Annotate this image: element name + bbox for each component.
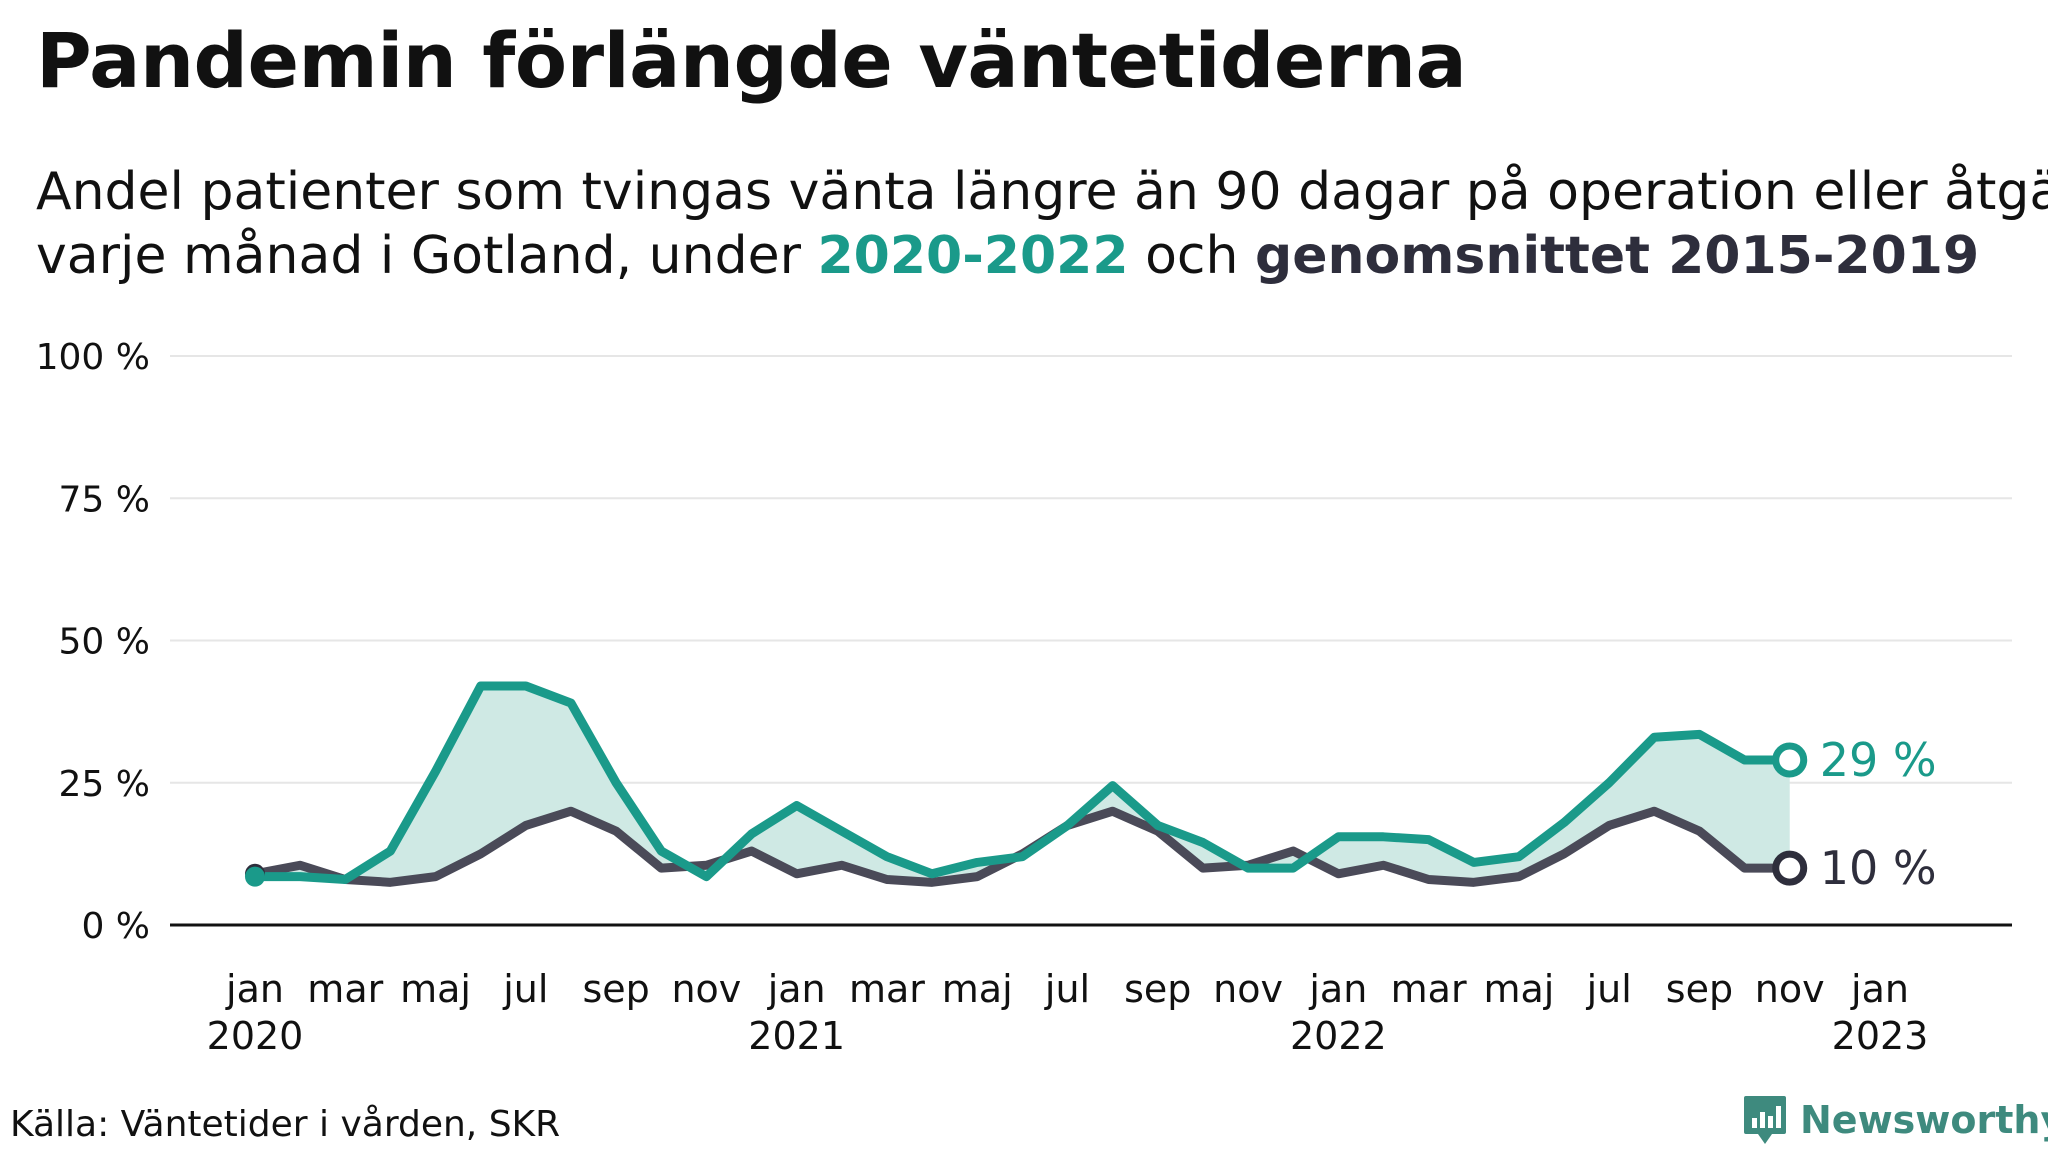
x-tick-label-jan: jan: [767, 967, 826, 1011]
newsworthy-logo-icon: [1744, 1096, 1786, 1144]
x-tick-label-jan: jan: [225, 967, 284, 1011]
newsworthy-logo-text: Newsworthy: [1800, 1098, 2048, 1142]
x-tick-label-maj: maj: [942, 967, 1013, 1011]
x-tick-label-jul: jul: [502, 967, 548, 1011]
series-current-end-label: 29 %: [1820, 733, 1937, 787]
difference-band: [255, 686, 1790, 883]
x-tick-label-sep: sep: [1666, 967, 1733, 1011]
x-tick-label-nov: nov: [671, 967, 741, 1011]
subtitle-middle: och: [1128, 226, 1255, 286]
chart-subtitle: Andel patienter som tvingas vänta längre…: [36, 160, 2048, 288]
x-tick-label-mar: mar: [307, 967, 383, 1011]
x-tick-label-jan: jan: [1850, 967, 1909, 1011]
y-tick-label: 75 %: [59, 479, 150, 520]
x-tick-label-jul: jul: [1044, 967, 1090, 1011]
x-tick-year-2021: 2021: [748, 1014, 845, 1058]
x-tick-label-nov: nov: [1213, 967, 1283, 1011]
x-tick-label-sep: sep: [1124, 967, 1191, 1011]
subtitle-line-2: varje månad i Gotland, under 2020-2022 o…: [36, 224, 2048, 288]
chart-title: Pandemin förlängde väntetiderna: [36, 16, 1467, 105]
x-tick-label-jul: jul: [1586, 967, 1632, 1011]
x-tick-year-2022: 2022: [1290, 1014, 1387, 1058]
y-tick-label: 25 %: [59, 764, 150, 805]
x-tick-label-nov: nov: [1755, 967, 1825, 1011]
legend-current-period: 2020-2022: [817, 226, 1129, 286]
y-tick-label: 50 %: [59, 622, 150, 663]
subtitle-prefix: varje månad i Gotland, under: [36, 226, 818, 286]
legend-average-period: genomsnittet 2015-2019: [1254, 226, 1980, 286]
x-tick-label-mar: mar: [1391, 967, 1467, 1011]
x-tick-label-mar: mar: [849, 967, 925, 1011]
x-tick-year-2023: 2023: [1832, 1014, 1929, 1058]
series-current-end-point: [1772, 742, 1808, 778]
series-average-end-label: 10 %: [1820, 841, 1937, 895]
series-current-start-point: [245, 866, 265, 887]
y-tick-label: 100 %: [36, 337, 150, 378]
x-tick-label-maj: maj: [400, 967, 471, 1011]
x-tick-year-2020: 2020: [207, 1014, 304, 1058]
x-tick-label-jan: jan: [1308, 967, 1367, 1011]
x-tick-label-sep: sep: [582, 967, 649, 1011]
y-tick-label: 0 %: [81, 906, 150, 947]
series-average-end-point: [1772, 850, 1808, 886]
source-note: Källa: Väntetider i vården, SKR: [10, 1104, 561, 1145]
series-current-line: [250, 681, 1795, 884]
newsworthy-logo: Newsworthy: [1742, 1092, 2048, 1148]
x-tick-label-maj: maj: [1483, 967, 1554, 1011]
subtitle-line-1: Andel patienter som tvingas vänta längre…: [36, 162, 2048, 222]
